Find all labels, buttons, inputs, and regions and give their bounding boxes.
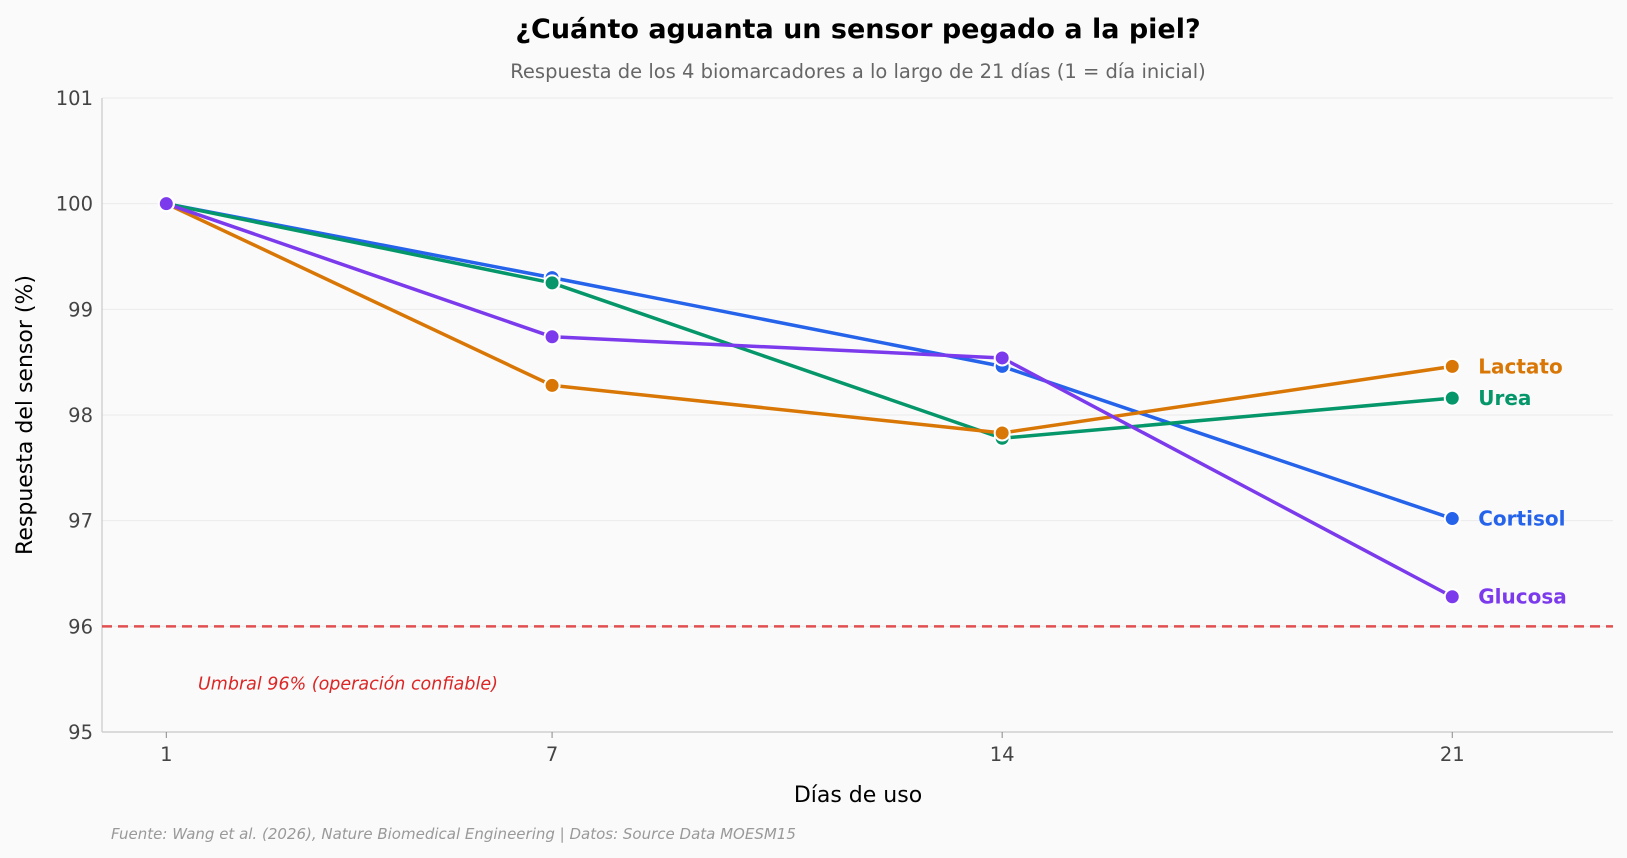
chart-subtitle: Respuesta de los 4 biomarcadores a lo la… [510, 60, 1206, 83]
series-line-lactato [164, 201, 1455, 435]
x-tick-label: 21 [1440, 743, 1465, 766]
grid-lines [102, 97, 1613, 733]
series-label-lactato: Lactato [1478, 354, 1562, 378]
y-tick-label: 96 [68, 615, 93, 638]
y-tick-label: 95 [68, 721, 93, 744]
source-note: Fuente: Wang et al. (2026), Nature Biome… [111, 825, 796, 843]
data-point-glucosa [543, 328, 561, 346]
data-point-urea [1443, 389, 1461, 407]
chart-title: ¿Cuánto aguanta un sensor pegado a la pi… [515, 14, 1200, 45]
data-point-glucosa [1443, 588, 1461, 606]
data-point-urea [543, 274, 561, 292]
series-line-urea [164, 201, 1455, 440]
series-lines: Cortisol Urea Lactato Glucosa [157, 195, 1567, 609]
y-tick-label: 98 [68, 404, 93, 427]
series-label-urea: Urea [1478, 386, 1531, 410]
axes: 95 96 97 98 99 100 101 1 7 14 21 [56, 87, 1613, 766]
x-tick-label: 1 [160, 743, 172, 766]
x-axis-label: Días de uso [794, 783, 922, 808]
series-label-glucosa: Glucosa [1478, 585, 1567, 609]
x-tick-label: 14 [990, 743, 1015, 766]
threshold: Umbral 96% (operación confiable) [102, 625, 1613, 694]
data-point-glucosa [157, 195, 175, 213]
y-tick-label: 97 [68, 510, 93, 533]
data-point-lactato [1443, 357, 1461, 375]
data-point-glucosa [993, 349, 1011, 367]
y-tick-label: 101 [56, 87, 93, 110]
series-label-cortisol: Cortisol [1478, 507, 1565, 531]
data-point-lactato [993, 424, 1011, 442]
y-tick-label: 100 [56, 193, 93, 216]
series-line-glucosa [164, 201, 1455, 599]
y-tick-label: 99 [68, 298, 93, 321]
threshold-label: Umbral 96% (operación confiable) [198, 674, 498, 694]
data-point-lactato [543, 376, 561, 394]
series-line-cortisol [164, 201, 1455, 521]
y-axis-label: Respuesta del sensor (%) [13, 275, 38, 555]
x-tick-label: 7 [546, 743, 558, 766]
data-point-cortisol [1443, 510, 1461, 528]
